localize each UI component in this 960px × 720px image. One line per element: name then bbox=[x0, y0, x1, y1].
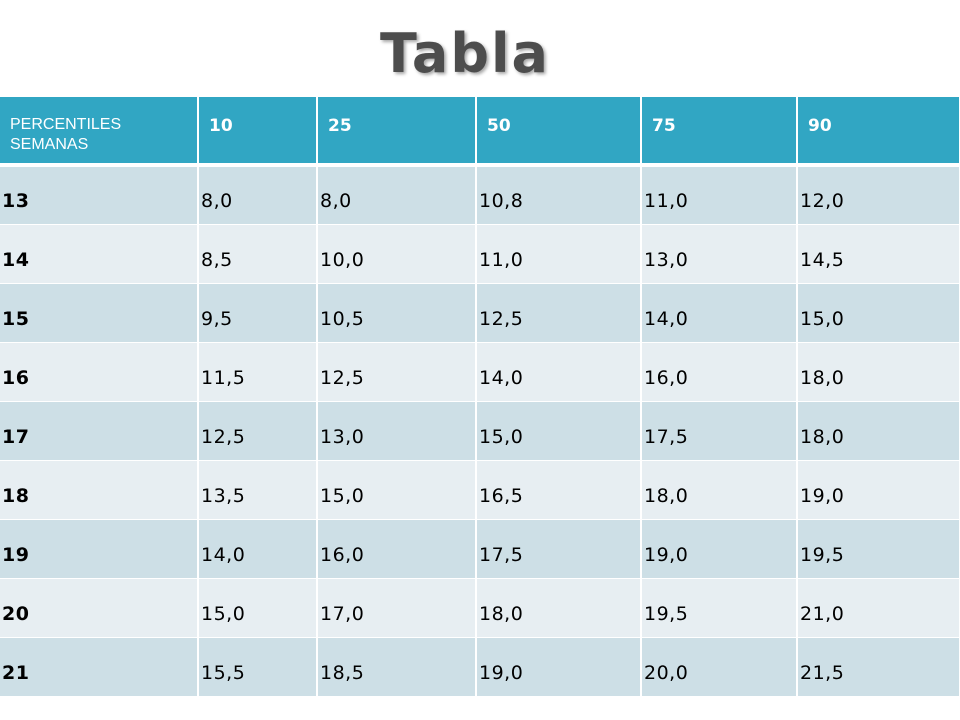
week-cell: 17 bbox=[0, 401, 199, 461]
week-cell: 16 bbox=[0, 342, 199, 402]
value-cell: 18,0 bbox=[797, 342, 960, 402]
value-cell: 19,0 bbox=[641, 519, 798, 579]
value-cell: 15,5 bbox=[198, 637, 318, 697]
value-cell: 20,0 bbox=[641, 637, 798, 697]
value-cell: 18,0 bbox=[641, 460, 798, 520]
table-row: 19 14,0 16,0 17,5 19,0 19,5 bbox=[0, 519, 960, 579]
week-cell: 14 bbox=[0, 224, 199, 284]
value-cell: 17,0 bbox=[317, 578, 477, 638]
table-row: 16 11,5 12,5 14,0 16,0 18,0 bbox=[0, 342, 960, 402]
header-percentiles-semanas: PERCENTILES SEMANAS bbox=[0, 97, 199, 167]
value-cell: 18,0 bbox=[476, 578, 642, 638]
value-cell: 12,0 bbox=[797, 165, 960, 225]
value-cell: 11,0 bbox=[641, 165, 798, 225]
value-cell: 19,5 bbox=[797, 519, 960, 579]
table-row: 21 15,5 18,5 19,0 20,0 21,5 bbox=[0, 637, 960, 697]
value-cell: 21,0 bbox=[797, 578, 960, 638]
value-cell: 10,0 bbox=[317, 224, 477, 284]
value-cell: 19,0 bbox=[797, 460, 960, 520]
value-cell: 17,5 bbox=[641, 401, 798, 461]
value-cell: 8,0 bbox=[317, 165, 477, 225]
week-cell: 19 bbox=[0, 519, 199, 579]
value-cell: 16,0 bbox=[317, 519, 477, 579]
header-col-25: 25 bbox=[317, 97, 477, 167]
value-cell: 15,0 bbox=[797, 283, 960, 343]
value-cell: 12,5 bbox=[476, 283, 642, 343]
header-col-75: 75 bbox=[641, 97, 798, 167]
value-cell: 12,5 bbox=[198, 401, 318, 461]
value-cell: 8,0 bbox=[198, 165, 318, 225]
week-cell: 15 bbox=[0, 283, 199, 343]
value-cell: 13,0 bbox=[317, 401, 477, 461]
header-percentiles-label: PERCENTILES bbox=[10, 116, 122, 133]
table-row: 15 9,5 10,5 12,5 14,0 15,0 bbox=[0, 283, 960, 343]
value-cell: 19,0 bbox=[476, 637, 642, 697]
week-cell: 21 bbox=[0, 637, 199, 697]
value-cell: 11,5 bbox=[198, 342, 318, 402]
value-cell: 13,0 bbox=[641, 224, 798, 284]
value-cell: 12,5 bbox=[317, 342, 477, 402]
value-cell: 8,5 bbox=[198, 224, 318, 284]
header-row: PERCENTILES SEMANAS 10 25 50 75 90 bbox=[0, 97, 960, 167]
value-cell: 10,8 bbox=[476, 165, 642, 225]
value-cell: 17,5 bbox=[476, 519, 642, 579]
value-cell: 14,0 bbox=[476, 342, 642, 402]
value-cell: 18,0 bbox=[797, 401, 960, 461]
value-cell: 16,5 bbox=[476, 460, 642, 520]
value-cell: 15,0 bbox=[317, 460, 477, 520]
value-cell: 14,5 bbox=[797, 224, 960, 284]
value-cell: 11,0 bbox=[476, 224, 642, 284]
value-cell: 15,0 bbox=[476, 401, 642, 461]
value-cell: 19,5 bbox=[641, 578, 798, 638]
percentiles-table: PERCENTILES SEMANAS 10 25 50 75 90 13 8,… bbox=[0, 97, 960, 697]
slide-title: Tabla bbox=[380, 22, 550, 85]
week-cell: 13 bbox=[0, 165, 199, 225]
week-cell: 20 bbox=[0, 578, 199, 638]
table-header: PERCENTILES SEMANAS 10 25 50 75 90 bbox=[0, 97, 960, 167]
header-col-10: 10 bbox=[198, 97, 318, 167]
table-row: 14 8,5 10,0 11,0 13,0 14,5 bbox=[0, 224, 960, 284]
value-cell: 13,5 bbox=[198, 460, 318, 520]
value-cell: 9,5 bbox=[198, 283, 318, 343]
table-row: 20 15,0 17,0 18,0 19,5 21,0 bbox=[0, 578, 960, 638]
header-semanas-label: SEMANAS bbox=[10, 136, 89, 153]
value-cell: 14,0 bbox=[198, 519, 318, 579]
value-cell: 16,0 bbox=[641, 342, 798, 402]
value-cell: 10,5 bbox=[317, 283, 477, 343]
value-cell: 14,0 bbox=[641, 283, 798, 343]
week-cell: 18 bbox=[0, 460, 199, 520]
table-row: 13 8,0 8,0 10,8 11,0 12,0 bbox=[0, 165, 960, 225]
value-cell: 18,5 bbox=[317, 637, 477, 697]
table-body: 13 8,0 8,0 10,8 11,0 12,0 14 8,5 10,0 11… bbox=[0, 165, 960, 697]
value-cell: 21,5 bbox=[797, 637, 960, 697]
table-row: 17 12,5 13,0 15,0 17,5 18,0 bbox=[0, 401, 960, 461]
table-row: 18 13,5 15,0 16,5 18,0 19,0 bbox=[0, 460, 960, 520]
value-cell: 15,0 bbox=[198, 578, 318, 638]
header-col-50: 50 bbox=[476, 97, 642, 167]
header-col-90: 90 bbox=[797, 97, 960, 167]
